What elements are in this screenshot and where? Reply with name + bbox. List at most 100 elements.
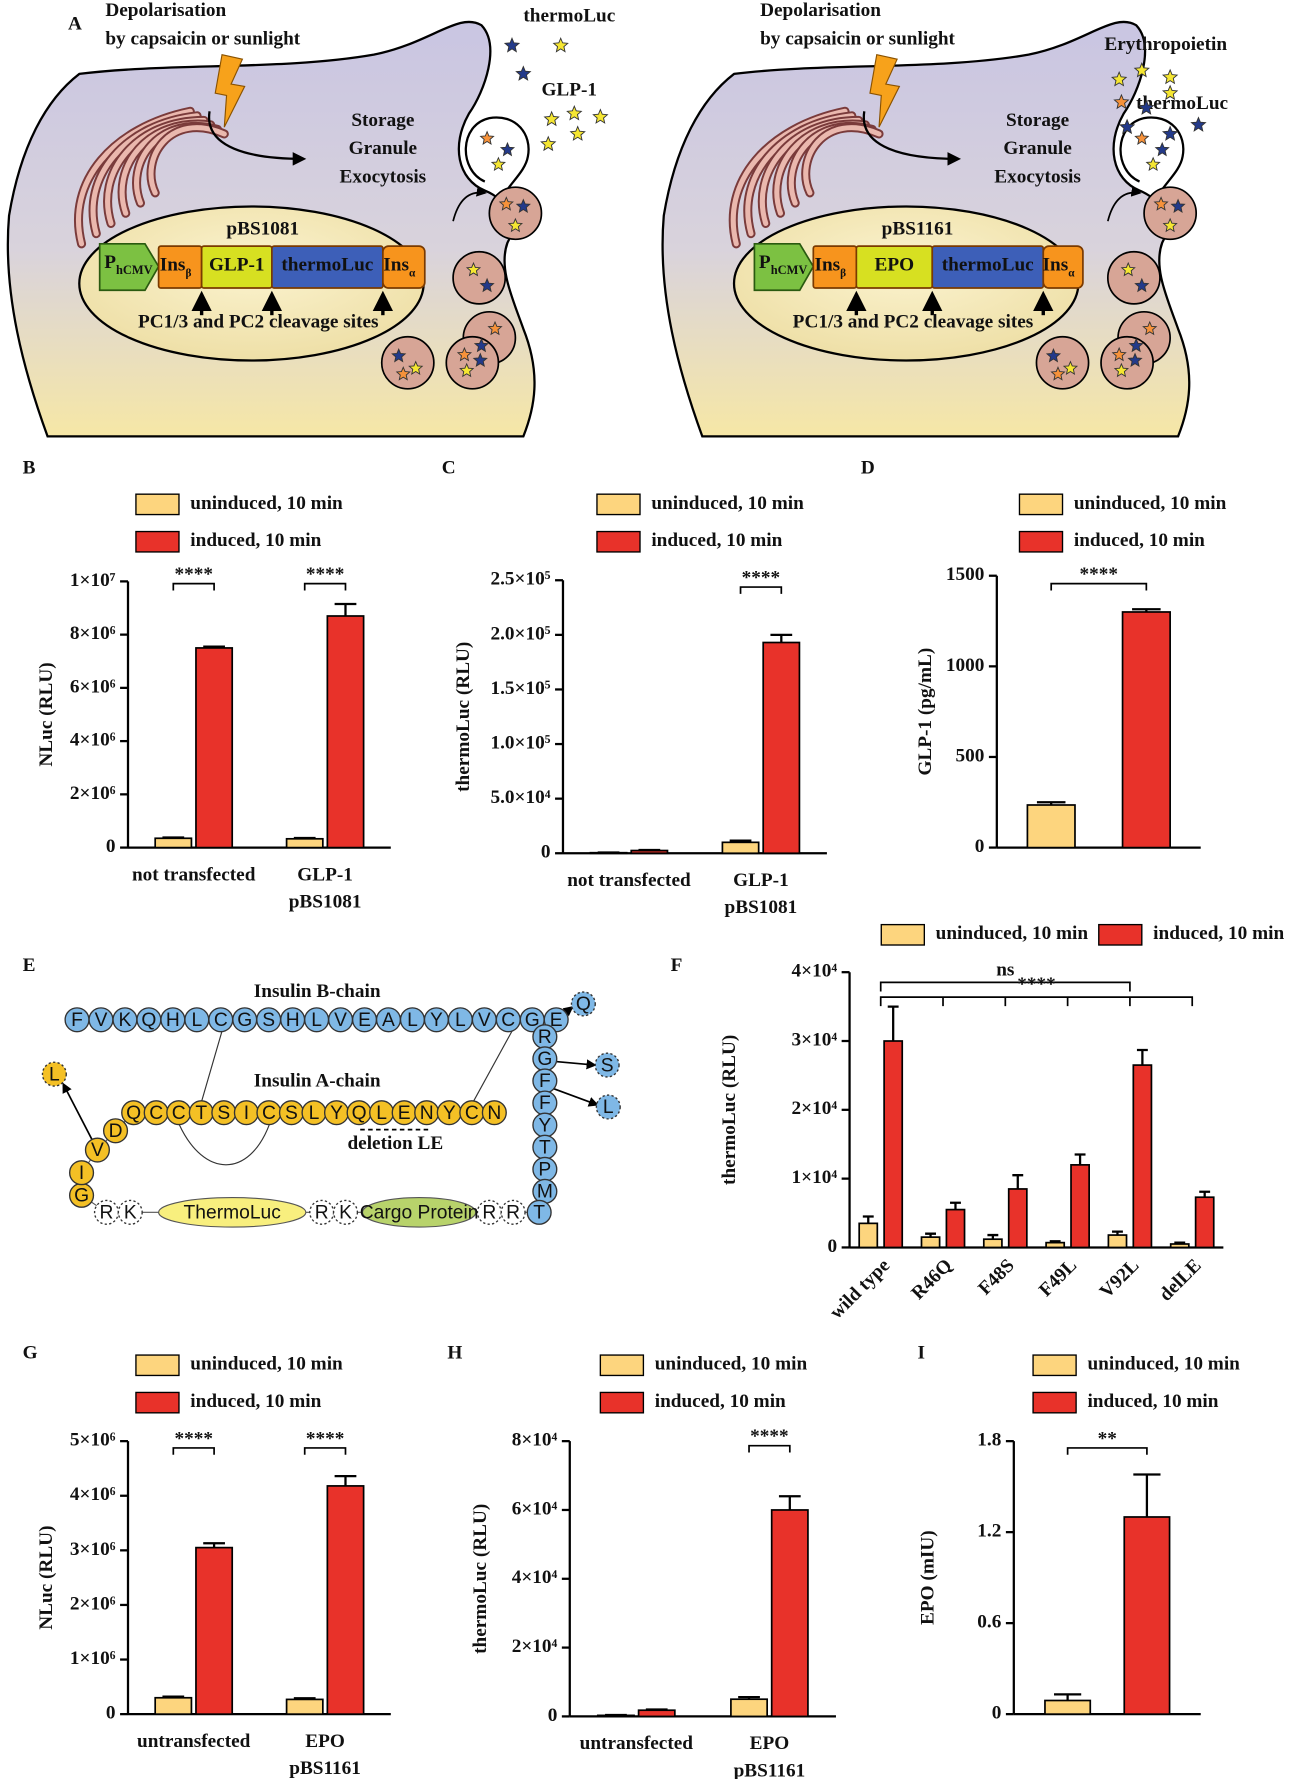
segment-text: EPO <box>875 255 915 276</box>
panel-label: E <box>23 955 36 976</box>
y-tick-label: 5×10⁶ <box>70 1430 116 1451</box>
vesicle <box>1143 186 1198 241</box>
star <box>1128 337 1144 353</box>
cell-diagram: Depolarisation by capsaicin or sunlight th… <box>6 0 616 438</box>
cleavage-label: PC1/3 and PC2 cleavage sites <box>793 312 1034 333</box>
amino-acid-letter: L <box>191 1010 202 1031</box>
y-tick-label: 6×10⁶ <box>70 676 116 697</box>
y-axis-label: EPO (mIU) <box>917 1530 938 1625</box>
legend-swatch <box>135 493 180 516</box>
error-bar <box>987 1233 999 1240</box>
amino-acid-letter: T <box>539 1137 551 1158</box>
amino-acid-letter: R <box>538 1027 552 1048</box>
segment-sub: α <box>1068 267 1075 279</box>
amino-acid-letter: L <box>455 1010 466 1031</box>
amino-acid <box>526 1199 552 1225</box>
significance-label: **** <box>742 568 781 589</box>
star <box>1153 196 1169 211</box>
star <box>1142 320 1158 336</box>
error-bar <box>1136 1048 1148 1066</box>
star <box>1111 71 1128 87</box>
amino-acid-letter: G <box>525 1010 540 1031</box>
segment-text: thermoLuc <box>281 255 373 276</box>
significance-bracket <box>879 981 1131 992</box>
error-bar <box>950 1201 961 1210</box>
process-label: Exocytosis <box>994 167 1081 188</box>
error-bar <box>1012 1174 1024 1189</box>
x-tick-label: pBS1081 <box>289 892 362 913</box>
star <box>1118 118 1136 135</box>
y-tick-label: 1.2 <box>977 1521 1001 1542</box>
star <box>459 362 475 378</box>
amino-acid-letter: L <box>309 1103 320 1124</box>
segment-label: Insα <box>1043 255 1076 279</box>
error-bar <box>1036 801 1066 805</box>
legend-swatch <box>599 1391 645 1414</box>
star <box>395 366 411 381</box>
segment-sub: α <box>409 267 416 279</box>
error-bar <box>862 1215 874 1224</box>
y-tick-label: 1.5×10⁵ <box>490 678 550 699</box>
error-bar <box>778 1495 801 1510</box>
y-tick-label: 3×10⁴ <box>791 1029 837 1050</box>
trigger: by capsaicin or sunlight <box>105 28 300 49</box>
segment-text: Ins <box>160 255 186 276</box>
significance-bracket <box>748 1444 791 1453</box>
significance-bracket <box>303 582 347 591</box>
amino-acid-letter: N <box>420 1103 434 1124</box>
segment-text: Ins <box>1043 255 1069 276</box>
x-tick-label: EPO <box>305 1731 345 1752</box>
promoter <box>753 242 815 292</box>
star <box>1190 116 1207 132</box>
star <box>503 37 521 53</box>
promoter-sub: hCMV <box>116 263 153 277</box>
panel-label: D <box>861 458 875 479</box>
star <box>499 141 516 157</box>
star <box>465 261 482 277</box>
segment-text: thermoLuc <box>942 255 1034 276</box>
y-tick-label: 500 <box>955 745 984 766</box>
y-tick-label: 0 <box>827 1236 837 1257</box>
amino-acid-letter: N <box>487 1103 501 1124</box>
disulfide <box>201 1030 223 1102</box>
x-tick-label: untransfected <box>137 1731 251 1752</box>
x-tick-label: pBS1161 <box>734 1760 806 1779</box>
vesicle <box>1100 335 1154 390</box>
segment-label: thermoLuc <box>281 255 373 276</box>
y-tick-label: 2×10⁴ <box>791 1098 837 1119</box>
segment-sub: β <box>185 267 191 279</box>
y-tick-label: 1×10⁶ <box>70 1648 116 1669</box>
amino-acid-letter: V <box>95 1010 108 1031</box>
vesicle <box>380 335 435 390</box>
amino-acid-letter: E <box>398 1103 411 1124</box>
x-tick-label: F49L <box>1035 1255 1081 1301</box>
y-tick-label: 1.0×10⁵ <box>490 732 550 753</box>
amino-acid-letter: G <box>74 1186 89 1207</box>
star <box>1113 362 1129 378</box>
product-label: Erythropoietin <box>1104 34 1227 55</box>
amino-acid <box>594 1052 620 1078</box>
amino-acid-letter: L <box>407 1010 418 1031</box>
x-tick-label: pBS1081 <box>725 897 798 918</box>
bar <box>1169 1243 1190 1249</box>
amino-acid-letter: C <box>214 1010 228 1031</box>
error-bar <box>729 839 752 843</box>
cleavage-label: PC1/3 and PC2 cleavage sites <box>138 312 379 333</box>
y-tick-label: 2.5×10⁵ <box>490 569 550 590</box>
legend-swatch <box>135 530 180 553</box>
error-bar <box>334 602 357 616</box>
amino-acid-letter: L <box>311 1010 322 1031</box>
promoter-text: P <box>759 253 771 274</box>
star <box>1145 156 1161 172</box>
trigger: by capsaicin or sunlight <box>760 28 955 49</box>
amino-acid-letter: I <box>79 1163 84 1184</box>
star <box>1161 125 1179 141</box>
y-tick-label: 1×10⁴ <box>791 1167 837 1188</box>
bar <box>982 1238 1003 1249</box>
significance-bracket <box>1066 1447 1148 1455</box>
star <box>1161 68 1179 85</box>
significance-label: **** <box>750 1426 788 1447</box>
star <box>1162 217 1178 233</box>
star <box>543 110 560 127</box>
